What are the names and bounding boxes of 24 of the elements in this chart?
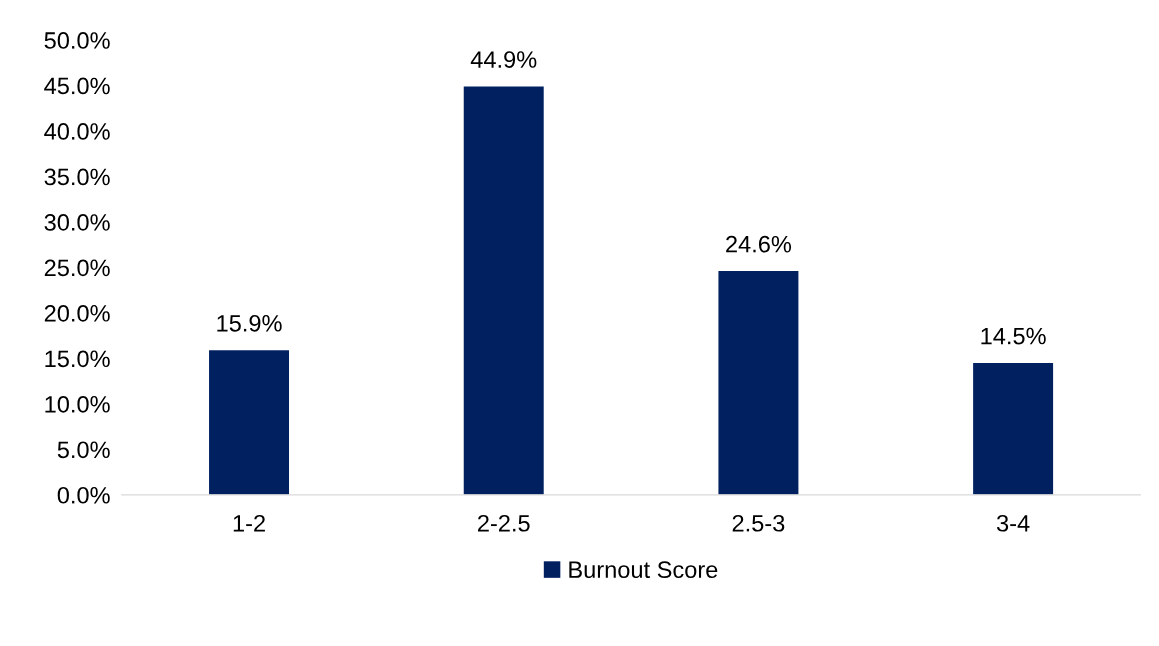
y-tick-label: 15.0% bbox=[45, 350, 110, 368]
legend-label: Burnout Score bbox=[569, 561, 718, 579]
y-tick-label: 25.0% bbox=[44, 259, 110, 277]
x-tick-label: 1-2 bbox=[233, 514, 265, 532]
data-label: 24.6% bbox=[726, 235, 792, 253]
y-tick-label: 30.0% bbox=[44, 214, 110, 231]
bar bbox=[463, 86, 544, 495]
data-label: 44.9% bbox=[470, 51, 537, 68]
x-tick-label: 2.5-3 bbox=[732, 514, 785, 532]
bar bbox=[973, 362, 1054, 495]
y-tick-label: 0.0% bbox=[57, 486, 110, 504]
data-label: 14.5% bbox=[981, 327, 1046, 345]
y-tick-label: 45.0% bbox=[44, 77, 110, 95]
y-tick-label: 40.0% bbox=[44, 123, 110, 140]
x-tick-label: 2-2.5 bbox=[478, 514, 530, 532]
data-label: 15.9% bbox=[217, 314, 282, 332]
y-tick-label: 5.0% bbox=[57, 441, 110, 459]
x-tick-label: 3-4 bbox=[996, 514, 1030, 532]
y-tick-label: 35.0% bbox=[44, 168, 110, 186]
y-tick-label: 20.0% bbox=[44, 304, 110, 322]
bar bbox=[209, 350, 290, 495]
y-tick-label: 10.0% bbox=[45, 395, 110, 413]
y-tick-label: 50.0% bbox=[44, 32, 110, 49]
bar bbox=[718, 271, 799, 495]
